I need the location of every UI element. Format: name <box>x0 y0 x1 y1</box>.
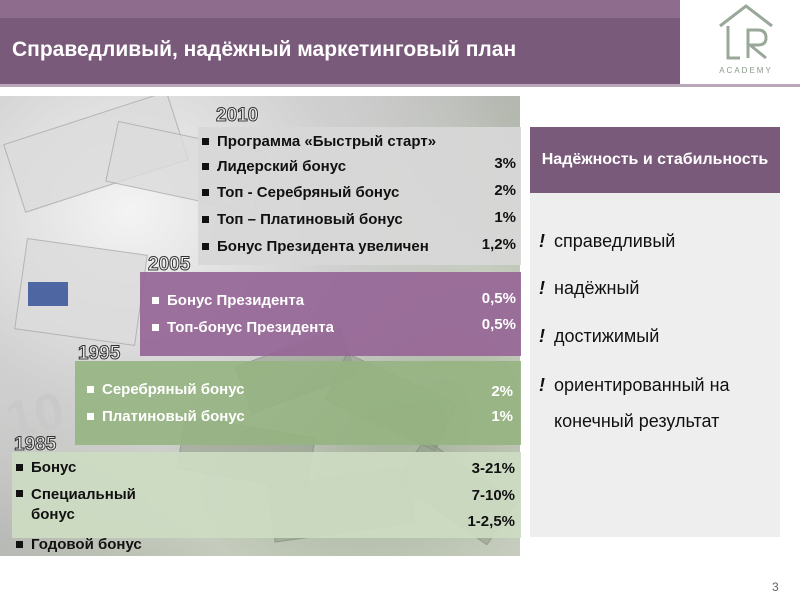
item-label: Серебряный бонус <box>102 381 245 398</box>
reliability-heading: Надёжность и стабильность <box>530 127 780 193</box>
item-label: надёжный <box>554 278 640 298</box>
item-value: 2% <box>494 182 516 199</box>
item-label: Топ-бонус Президента <box>167 319 334 336</box>
item-label: Бонус Президента увеличен <box>217 238 429 255</box>
year-label-2010: 2010 <box>215 105 259 127</box>
bullet-icon <box>16 541 23 548</box>
item-value: 0,5% <box>481 290 516 307</box>
exclamation-icon: ! <box>539 231 545 251</box>
item-label: Специальный бонус <box>31 486 136 523</box>
panel-1995: Серебряный бонус 2% Платиновый бонус 1% <box>75 361 521 445</box>
bullet-icon <box>16 490 23 497</box>
bullet-icon <box>202 138 209 145</box>
header-top-band <box>0 0 680 18</box>
item-label: ориентированный на конечный результат <box>554 375 730 431</box>
item-value: 7-10% <box>471 487 515 504</box>
page-number: 3 <box>772 580 779 594</box>
bullet-icon <box>152 297 159 304</box>
bullet-icon <box>202 216 209 223</box>
item-value: 3-21% <box>471 460 515 477</box>
item-value: 1% <box>491 408 513 425</box>
logo-text: ACADEMY <box>719 66 773 75</box>
logo: ACADEMY <box>680 0 800 84</box>
year-label-1995: 1995 <box>77 343 121 365</box>
list-item: ! достижимый <box>530 318 764 354</box>
bullet-icon <box>87 386 94 393</box>
item-value: 1% <box>494 209 516 226</box>
item-label: Программа «Быстрый старт» <box>217 133 437 150</box>
item-label: Топ – Платиновый бонус <box>217 211 403 228</box>
list-item: Топ-бонус Президента <box>152 319 334 336</box>
panel-2010: Программа «Быстрый старт» Лидерский бону… <box>198 127 521 265</box>
header-divider <box>0 84 800 87</box>
bullet-icon <box>152 324 159 331</box>
list-item: Годовой бонус <box>16 536 142 553</box>
lr-logo-icon <box>719 4 773 60</box>
slide-title: Справедливый, надёжный маркетинговый пла… <box>12 38 517 61</box>
bullet-icon <box>16 464 23 471</box>
item-label: Бонус <box>31 459 77 476</box>
header-bar: Справедливый, надёжный маркетинговый пла… <box>0 0 800 84</box>
bullet-icon <box>202 243 209 250</box>
list-item: Бонус Президента увеличен <box>202 238 429 255</box>
exclamation-icon: ! <box>539 326 545 346</box>
list-item: Серебряный бонус <box>87 381 245 398</box>
bullet-icon <box>202 163 209 170</box>
item-label: достижимый <box>554 326 660 346</box>
bullet-icon <box>202 189 209 196</box>
item-value: 1-2,5% <box>467 513 515 530</box>
list-item: Бонус <box>16 459 76 476</box>
item-value: 0,5% <box>481 316 516 333</box>
list-item: ! ориентированный на конечный результат <box>530 367 764 439</box>
exclamation-icon: ! <box>539 375 545 395</box>
item-value: 3% <box>494 155 516 172</box>
item-value: 1,2% <box>481 236 516 253</box>
item-label: Лидерский бонус <box>217 158 347 175</box>
year-label-2005: 2005 <box>147 254 191 276</box>
panel-1985: Бонус 3-21% Специальный бонус 7-10% Годо… <box>12 452 521 553</box>
panel-2005: Бонус Президента 0,5% Топ-бонус Президен… <box>140 272 521 356</box>
list-item: Платиновый бонус <box>87 408 245 425</box>
item-label: справедливый <box>554 231 676 251</box>
list-item: Программа «Быстрый старт» <box>202 133 436 150</box>
item-label: Топ - Серебряный бонус <box>217 184 400 201</box>
exclamation-icon: ! <box>539 278 545 298</box>
list-item: Топ - Серебряный бонус <box>202 184 399 201</box>
bullet-icon <box>87 413 94 420</box>
reliability-list: ! справедливый ! надёжный ! достижимый !… <box>530 193 780 537</box>
item-label: Годовой бонус <box>31 536 142 553</box>
list-item: ! справедливый <box>530 223 764 259</box>
list-item: Лидерский бонус <box>202 158 346 175</box>
list-item: Бонус Президента <box>152 292 304 309</box>
list-item: Специальный бонус <box>16 485 161 525</box>
item-label: Бонус Президента <box>167 292 305 309</box>
item-value: 2% <box>491 383 513 400</box>
eu-flag-image <box>28 282 68 306</box>
item-label: Платиновый бонус <box>102 408 245 425</box>
year-label-1985: 1985 <box>13 434 57 456</box>
list-item: Топ – Платиновый бонус <box>202 211 403 228</box>
list-item: ! надёжный <box>530 270 764 306</box>
